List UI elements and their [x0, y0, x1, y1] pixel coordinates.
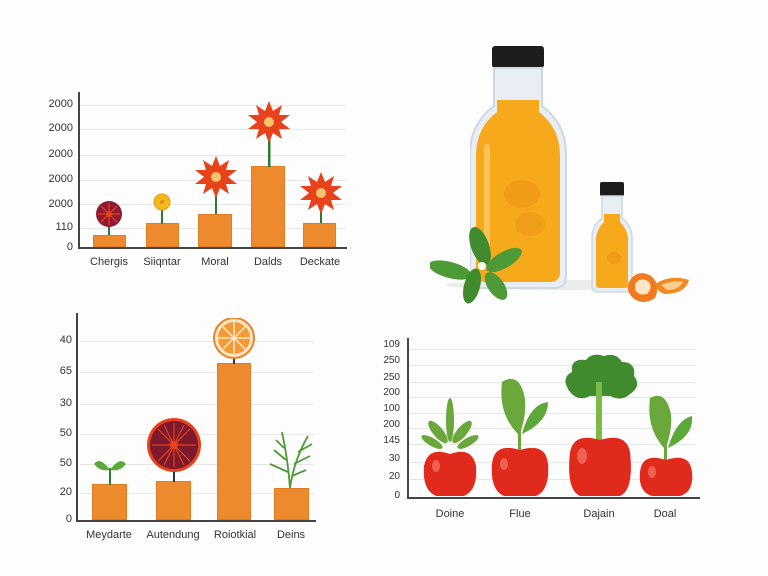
y-tick: 250	[383, 355, 400, 366]
x-label: Chergis	[90, 256, 128, 268]
y-tick: 20	[388, 471, 400, 482]
gridline	[410, 428, 695, 429]
y-tick: 0	[66, 241, 73, 253]
large-juice-bottle-icon	[470, 46, 567, 289]
x-label: Autendung	[146, 529, 200, 541]
y-tick: 250	[383, 372, 400, 383]
gridline	[80, 372, 314, 373]
y-tick: 0	[65, 513, 72, 525]
juice-illustration	[420, 30, 700, 320]
y-tick: 40	[59, 334, 72, 346]
small-juice-bottle-icon	[591, 182, 633, 293]
gridline	[410, 444, 695, 445]
x-label: Dajain	[583, 508, 615, 520]
gridline	[80, 341, 314, 342]
x-label: Moral	[201, 256, 229, 268]
y-axis	[407, 338, 409, 498]
tomato-with-leaves-icon	[639, 395, 693, 496]
dark-red-flower-icon	[96, 201, 122, 235]
y-tick: 2000	[48, 98, 73, 110]
gridline	[80, 464, 314, 465]
bar	[93, 235, 126, 247]
green-leaves-icon	[430, 226, 522, 304]
gridline	[80, 204, 345, 205]
gridline	[410, 462, 695, 463]
y-tick: 2000	[48, 173, 73, 185]
bar	[303, 223, 336, 247]
yellow-flower-icon	[153, 193, 171, 224]
x-label: Doal	[653, 508, 677, 520]
bar	[217, 363, 251, 520]
tomato-with-leaves-icon	[491, 378, 549, 496]
y-tick: 109	[383, 339, 400, 350]
x-axis	[78, 247, 347, 249]
x-label: Siiqntar	[143, 256, 181, 268]
shadow	[445, 280, 685, 290]
y-tick: 50	[59, 427, 72, 439]
gridline	[410, 413, 695, 414]
y-tick: 2000	[48, 148, 73, 160]
bar	[146, 223, 179, 247]
y-tick: 2000	[48, 122, 73, 134]
herb-sprig-icon	[269, 431, 313, 489]
gridline	[410, 479, 695, 480]
x-label: Meydarte	[86, 529, 132, 541]
gridline	[80, 404, 314, 405]
gridline	[80, 129, 345, 130]
chart-plants: 40 65 30 50 50 20 0	[0, 300, 360, 570]
red-flower-icon	[300, 172, 342, 223]
gridline	[410, 349, 695, 350]
red-flower-icon	[248, 101, 290, 167]
chart-tomatoes: 109 250 250 200 100 200 145 30 20 0	[360, 330, 740, 530]
blood-orange-slice-icon	[147, 418, 201, 482]
red-flower-icon	[195, 156, 237, 214]
y-tick: 2000	[48, 198, 73, 210]
y-tick: 100	[383, 403, 400, 414]
x-label: Doine	[435, 508, 465, 520]
tomato-with-broccoli-icon	[565, 354, 638, 496]
y-tick: 50	[59, 457, 72, 469]
bar	[274, 488, 309, 520]
gridline	[80, 155, 345, 156]
y-tick: 0	[394, 490, 400, 501]
y-tick: 200	[383, 387, 400, 398]
x-axis	[407, 497, 700, 499]
gridline	[80, 105, 345, 106]
y-axis	[78, 92, 80, 248]
gridline	[410, 382, 695, 383]
y-tick: 110	[55, 221, 73, 233]
x-label: Deins	[276, 529, 306, 541]
bar	[156, 481, 191, 520]
y-tick: 30	[388, 453, 400, 464]
y-tick: 20	[59, 486, 72, 498]
gridline	[410, 397, 695, 398]
y-tick: 200	[383, 419, 400, 430]
bar	[198, 214, 232, 247]
y-axis	[76, 313, 78, 521]
bar	[92, 484, 127, 520]
tomato-with-leaves-icon	[421, 398, 479, 496]
x-axis	[76, 520, 316, 522]
orange-slices-icon	[627, 273, 689, 302]
y-tick: 65	[59, 365, 72, 377]
x-label: Deckate	[299, 256, 341, 268]
x-label: Dalds	[253, 256, 283, 268]
seedling-icon	[94, 461, 126, 485]
chart-flowers: 2000 2000 2000 2000 2000 110 0	[0, 0, 380, 290]
x-label: Flue	[509, 508, 531, 520]
bar	[251, 166, 285, 247]
x-label: Roiotkial	[213, 529, 257, 541]
gridline	[80, 493, 314, 494]
orange-slice-icon	[213, 318, 255, 364]
y-tick: 30	[59, 397, 72, 409]
y-tick: 145	[383, 435, 400, 446]
gridline	[410, 365, 695, 366]
